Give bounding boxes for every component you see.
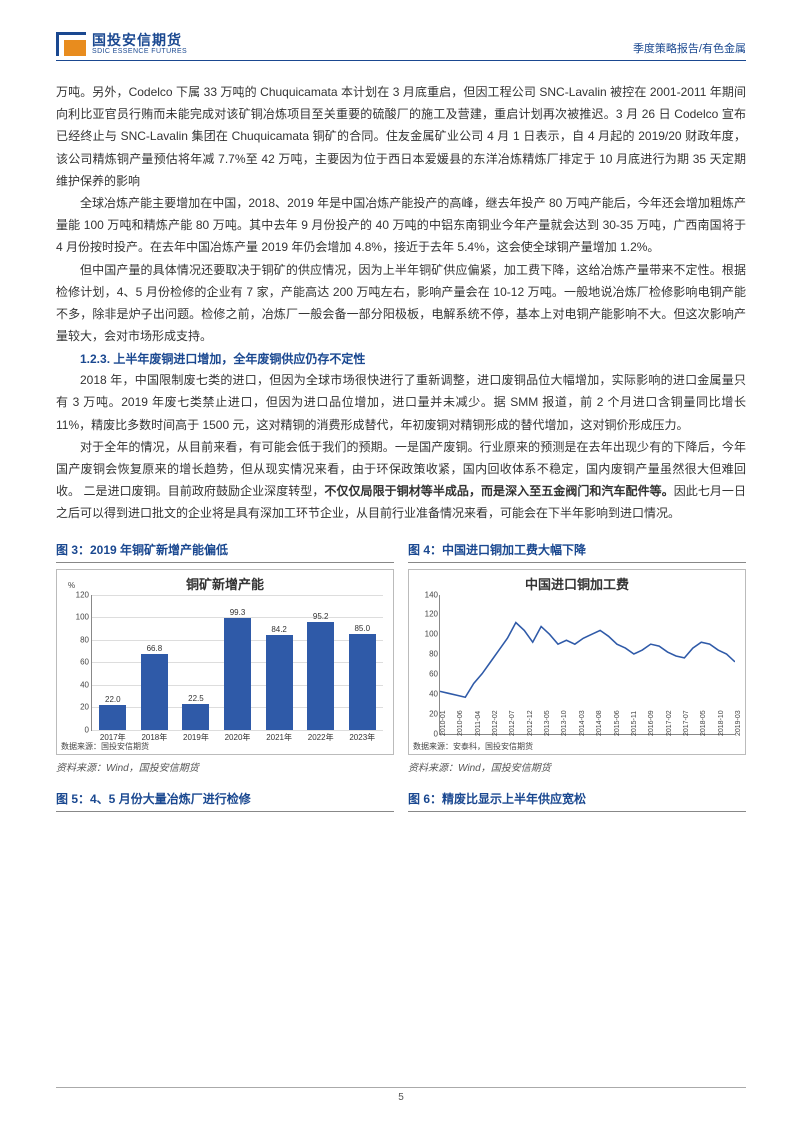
- chart-3-source: 资料来源：Wind，国投安信期货: [56, 759, 394, 774]
- chart-4-source: 资料来源：Wind，国投安信期货: [408, 759, 746, 774]
- logo: 国投安信期货 SDIC ESSENCE FUTURES: [56, 32, 187, 56]
- para-5: 对于全年的情况，从目前来看，有可能会低于我们的预期。一是国产废铜。行业原来的预测…: [56, 436, 746, 525]
- chart-5: 图 5：4、5 月份大量冶炼厂进行检修: [56, 790, 394, 818]
- chart-4-svg: [440, 595, 735, 733]
- chart-5-caption: 图 5：4、5 月份大量冶炼厂进行检修: [56, 790, 394, 812]
- chart-6: 图 6：精废比显示上半年供应宽松: [408, 790, 746, 818]
- chart-3-inner-source: 数据来源：国投安信期货: [61, 741, 149, 752]
- charts-row-2: 图 5：4、5 月份大量冶炼厂进行检修 图 6：精废比显示上半年供应宽松: [56, 790, 746, 818]
- chart-4-caption: 图 4：中国进口铜加工费大幅下降: [408, 541, 746, 563]
- chart-3-title: 铜矿新增产能: [63, 574, 387, 593]
- para-2: 全球冶炼产能主要增加在中国，2018、2019 年是中国冶炼产能投产的高峰，继去…: [56, 192, 746, 259]
- header-right: 季度策略报告/有色金属: [633, 40, 746, 56]
- chart-4-frame: 中国进口铜加工费 0204060801001201402010-012010-0…: [408, 569, 746, 755]
- section-title-1-2-3: 1.2.3. 上半年废铜进口增加，全年废铜供应仍存不定性: [80, 350, 746, 367]
- chart-4-plot: 0204060801001201402010-012010-062011-042…: [439, 595, 735, 735]
- chart-3: 图 3：2019 年铜矿新增产能偏低 铜矿新增产能 % 020406080100…: [56, 541, 394, 774]
- chart-4: 图 4：中国进口铜加工费大幅下降 中国进口铜加工费 02040608010012…: [408, 541, 746, 774]
- chart-3-frame: 铜矿新增产能 % 02040608010012022.02017年66.8201…: [56, 569, 394, 755]
- footer: 5: [56, 1087, 746, 1103]
- para-4: 2018 年，中国限制废七类的进口，但因为全球市场很快进行了重新调整，进口废铜品…: [56, 369, 746, 436]
- chart-3-plot: % 02040608010012022.02017年66.82018年22.52…: [91, 595, 383, 731]
- chart-4-inner-source: 数据来源：安泰科，国投安信期货: [413, 741, 533, 752]
- page-number: 5: [398, 1092, 404, 1103]
- chart-3-caption: 图 3：2019 年铜矿新增产能偏低: [56, 541, 394, 563]
- body-text: 万吨。另外，Codelco 下属 33 万吨的 Chuquicamata 本计划…: [56, 81, 746, 525]
- logo-text-en: SDIC ESSENCE FUTURES: [92, 48, 187, 55]
- chart-3-unit-l: %: [68, 581, 75, 590]
- para-1: 万吨。另外，Codelco 下属 33 万吨的 Chuquicamata 本计划…: [56, 81, 746, 192]
- chart-6-caption: 图 6：精废比显示上半年供应宽松: [408, 790, 746, 812]
- para-5b: 不仅仅局限于铜材等半成品，而是深入至五金阀门和汽车配件等。: [324, 484, 673, 498]
- charts-row-1: 图 3：2019 年铜矿新增产能偏低 铜矿新增产能 % 020406080100…: [56, 541, 746, 774]
- logo-icon: [56, 32, 86, 56]
- logo-text-cn: 国投安信期货: [92, 33, 187, 48]
- chart-4-title: 中国进口铜加工费: [415, 574, 739, 593]
- page-header: 国投安信期货 SDIC ESSENCE FUTURES 季度策略报告/有色金属: [56, 32, 746, 61]
- para-3: 但中国产量的具体情况还要取决于铜矿的供应情况，因为上半年铜矿供应偏紧，加工费下降…: [56, 259, 746, 348]
